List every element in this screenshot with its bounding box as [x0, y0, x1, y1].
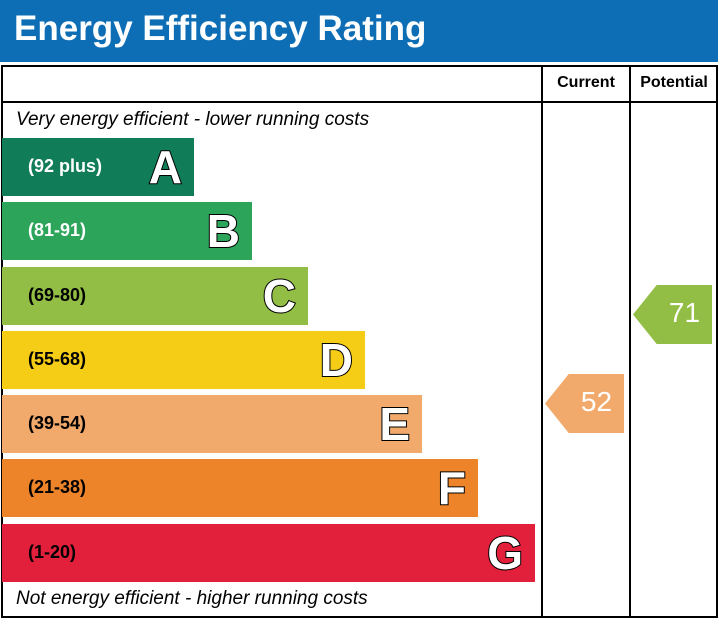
potential-rating-value: 71: [668, 297, 701, 328]
band-range: (39-54): [28, 413, 87, 433]
band-bar-g: (1-20) G: [2, 524, 535, 582]
band-letter: C: [262, 269, 297, 323]
band-letter: B: [206, 204, 241, 258]
top-note: Very energy efficient - lower running co…: [16, 109, 370, 130]
band-range: (92 plus): [28, 156, 103, 176]
band-letter: E: [378, 397, 411, 451]
band-bar-e: (39-54) E: [2, 395, 422, 453]
current-column-divider: [541, 65, 543, 618]
band-bar-a: (92 plus) A: [2, 138, 194, 196]
band-bar-c: (69-80) C: [2, 267, 308, 325]
band-range: (1-20): [28, 542, 77, 562]
current-rating-value: 52: [580, 386, 613, 417]
band-bar-f: (21-38) F: [2, 459, 478, 517]
band-letter: A: [148, 140, 183, 194]
bottom-note: Not energy efficient - higher running co…: [16, 588, 368, 609]
band-range: (69-80): [28, 285, 87, 305]
potential-rating-arrow: 71: [633, 285, 712, 344]
potential-column-divider: [629, 65, 631, 618]
band-range: (21-38): [28, 477, 87, 497]
band-letter: F: [437, 461, 467, 515]
chart-title: Energy Efficiency Rating: [14, 9, 427, 48]
band-letter: G: [486, 526, 524, 580]
band-bar-b: (81-91) B: [2, 202, 252, 260]
header-divider: [1, 101, 718, 103]
title-bar: Energy Efficiency Rating: [0, 0, 718, 62]
potential-column-header: Potential: [640, 74, 708, 91]
band-range: (55-68): [28, 349, 87, 369]
band-letter: D: [319, 333, 354, 387]
current-column-header: Current: [557, 74, 615, 91]
band-range: (81-91): [28, 220, 87, 240]
band-bar-d: (55-68) D: [2, 331, 365, 389]
